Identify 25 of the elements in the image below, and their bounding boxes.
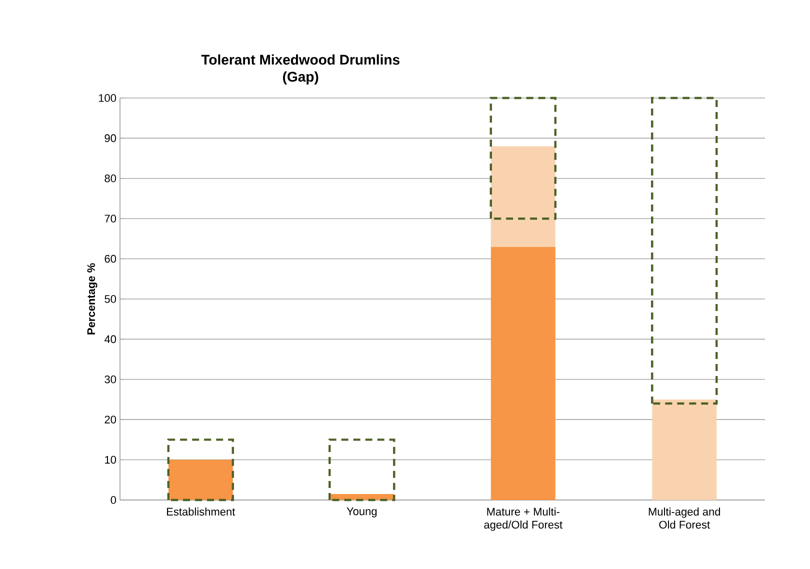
y-tick-label: 10: [105, 456, 116, 464]
y-tick-label: 60: [104, 254, 116, 263]
y-tick-label: 80: [104, 174, 116, 182]
x-tick-label: Mature + Multi- aged/Old Forest: [484, 508, 562, 531]
bar: [490, 146, 556, 247]
bar: [167, 438, 234, 502]
x-tick-label: Young: [346, 508, 377, 518]
bar: [651, 96, 718, 405]
bar: [328, 438, 396, 502]
x-tick-label: Multi-aged and Old Forest: [648, 508, 720, 529]
y-axis-title: Percentage %: [87, 263, 98, 334]
y-tick-label: 100: [98, 94, 116, 102]
y-tick-label: 50: [104, 295, 116, 303]
x-tick-label: Establishment: [167, 508, 236, 516]
y-tick-label: 70: [104, 214, 116, 222]
y-tick-label: 0: [110, 496, 116, 504]
bar: [490, 96, 556, 220]
y-tick-label: 40: [104, 335, 116, 344]
y-tick-label: 20: [104, 416, 116, 424]
y-tick-label: 30: [104, 376, 116, 384]
bar: [652, 399, 717, 500]
y-tick-label: 90: [104, 134, 116, 142]
chart-title: Tolerant Mixedwood Drumlins (Gap): [201, 54, 400, 84]
bar: [168, 460, 233, 500]
bar: [490, 246, 556, 500]
